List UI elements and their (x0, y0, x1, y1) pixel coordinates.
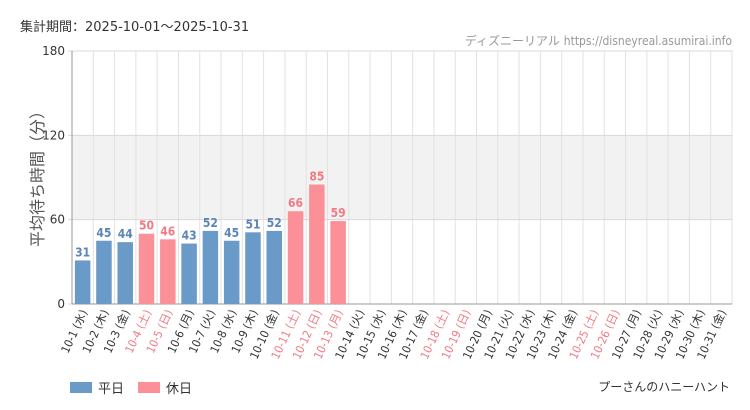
bar-value-label: 31 (75, 245, 90, 259)
bar-value-label: 85 (309, 170, 324, 184)
y-tick-label: 120 (42, 128, 65, 142)
bar-value-label: 59 (331, 206, 346, 220)
bar (202, 230, 219, 304)
bar (117, 242, 133, 304)
bar-value-label: 44 (118, 227, 134, 241)
legend-label-weekday: 平日 (98, 382, 125, 397)
y-tick-label: 0 (57, 297, 65, 311)
bar (223, 240, 240, 304)
legend-item-weekday[interactable]: 平日 (70, 378, 124, 397)
shaded-band (72, 135, 732, 220)
bar-value-label: 50 (139, 219, 154, 233)
legend-item-holiday[interactable]: 休日 (138, 378, 192, 397)
attraction-name: プーさんのハニーハント (598, 380, 730, 394)
bar-value-label: 52 (203, 216, 218, 230)
bar (287, 211, 304, 304)
legend-label-holiday: 休日 (166, 382, 193, 397)
bar (245, 232, 261, 304)
bar-value-label: 46 (160, 224, 175, 238)
bar-value-label: 43 (182, 229, 197, 243)
site-credit: ディズニーリアル https://disneyreal.asumirai.inf… (465, 32, 732, 49)
bar (160, 239, 176, 304)
bar (330, 221, 346, 304)
bar-value-label: 51 (245, 217, 260, 231)
bar (138, 233, 155, 304)
bar (74, 260, 91, 304)
site-name: ディズニーリアル (464, 34, 560, 48)
legend: 平日 休日 (70, 378, 192, 397)
bar-value-label: 45 (224, 226, 239, 240)
bar (309, 184, 325, 304)
y-tick-label: 180 (42, 44, 65, 58)
bar-value-label: 45 (96, 226, 111, 240)
bar (266, 230, 283, 304)
bar (96, 240, 112, 304)
bar-value-label: 66 (288, 196, 303, 210)
legend-swatch-weekday (70, 382, 92, 393)
bar (181, 243, 197, 304)
bar-value-label: 52 (267, 216, 282, 230)
collection-period: 集計期間：2025-10-01〜2025-10-31 (20, 20, 250, 35)
legend-swatch-holiday (138, 382, 161, 393)
site-url[interactable]: https://disneyreal.asumirai.info (563, 34, 732, 48)
y-tick-label: 60 (50, 213, 65, 227)
